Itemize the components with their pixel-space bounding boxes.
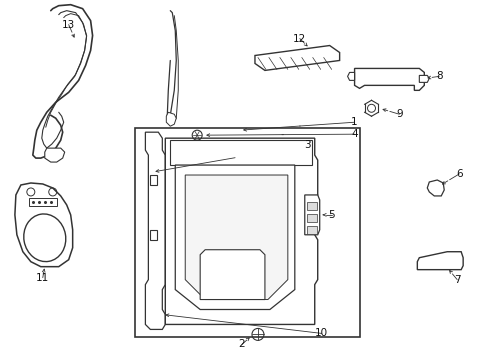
- Text: 5: 5: [328, 210, 335, 220]
- Polygon shape: [427, 180, 444, 196]
- Text: 6: 6: [456, 169, 463, 179]
- Polygon shape: [171, 140, 312, 165]
- Polygon shape: [150, 230, 157, 240]
- Polygon shape: [146, 132, 165, 329]
- Text: 1: 1: [351, 117, 358, 127]
- Polygon shape: [347, 72, 355, 80]
- Text: 3: 3: [304, 140, 311, 150]
- Bar: [307, 202, 317, 210]
- Polygon shape: [166, 112, 176, 126]
- Text: 13: 13: [62, 19, 75, 30]
- Bar: [307, 226, 317, 234]
- Bar: [29, 198, 57, 206]
- Bar: [307, 214, 317, 222]
- Polygon shape: [150, 175, 157, 185]
- Text: 2: 2: [239, 339, 245, 349]
- Bar: [135, 128, 360, 337]
- Polygon shape: [165, 138, 318, 324]
- Polygon shape: [419, 75, 429, 82]
- Polygon shape: [417, 252, 463, 270]
- Polygon shape: [15, 183, 73, 267]
- Bar: [368, 71, 407, 82]
- Polygon shape: [305, 195, 319, 235]
- Text: 8: 8: [436, 71, 442, 81]
- Polygon shape: [200, 250, 265, 300]
- Polygon shape: [255, 45, 340, 71]
- Text: 4: 4: [351, 129, 358, 139]
- Text: 10: 10: [315, 328, 328, 338]
- Polygon shape: [175, 165, 295, 310]
- Polygon shape: [45, 148, 65, 162]
- Polygon shape: [355, 68, 424, 90]
- Polygon shape: [185, 175, 288, 300]
- Text: 12: 12: [293, 33, 306, 44]
- Text: 11: 11: [36, 273, 49, 283]
- Text: 7: 7: [454, 275, 461, 285]
- Text: 9: 9: [396, 109, 403, 119]
